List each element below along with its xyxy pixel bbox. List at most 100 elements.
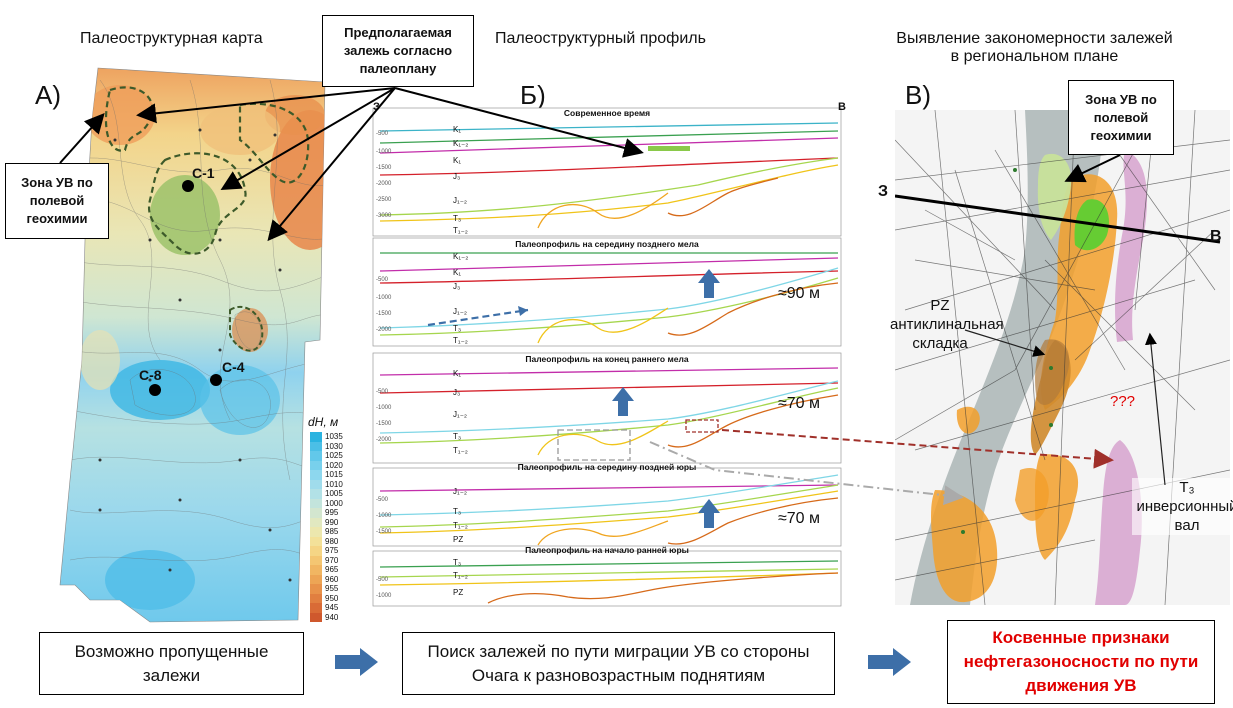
legend-value: 990: [325, 517, 339, 527]
legend-swatch: [310, 441, 322, 451]
legend-row: 1005: [310, 489, 350, 499]
map-well-markers: [98, 128, 292, 582]
well-c4-marker: [210, 374, 222, 386]
zone-left-l1: Зона УВ по: [21, 175, 93, 190]
missed-deposits-box: Возможно пропущенные залежи: [39, 632, 304, 695]
svg-text:-500: -500: [376, 131, 389, 137]
svg-text:-1500: -1500: [376, 421, 392, 427]
regional-wells: [961, 168, 1053, 534]
zone-right-l1: Зона УВ по: [1085, 91, 1157, 107]
legend-value: 940: [325, 612, 339, 622]
legend-value: 965: [325, 565, 339, 575]
p5-layer-0: T₃: [453, 558, 462, 567]
uplift-arrow-1: [698, 269, 720, 298]
legend-row: 950: [310, 593, 350, 603]
legend-swatch: [310, 555, 322, 565]
legend-value: 975: [325, 546, 339, 556]
p2-layer-4: T₃: [453, 324, 462, 333]
legend-swatch: [310, 517, 322, 527]
well-c8-label: С-8: [139, 367, 162, 383]
p2-layer-3: J₁₋₂: [453, 307, 468, 316]
t3-inversion-ridge-south: [1095, 440, 1142, 605]
legend-row: 970: [310, 555, 350, 565]
legend-row: 1020: [310, 460, 350, 470]
legend-value: 1020: [325, 460, 343, 470]
uplift-arrow-2: [612, 387, 634, 416]
p2-uplift-note: ≈90 м: [778, 285, 821, 302]
p3-uplift-note: ≈70 м: [778, 395, 821, 412]
legend-value: 1025: [325, 451, 343, 461]
legend-swatch: [310, 432, 322, 442]
legend-value: 1015: [325, 470, 343, 480]
regional-z: З: [878, 183, 889, 200]
svg-text:-2000: -2000: [376, 181, 392, 187]
p3-layer-0: K₁: [453, 369, 462, 378]
legend-swatch: [310, 546, 322, 556]
legend-row: 940: [310, 612, 350, 622]
pz-label-l2: антиклинальная: [890, 316, 1004, 333]
svg-text:-1500: -1500: [376, 311, 392, 317]
profile-5-title: Палеопрофиль на начало ранней юры: [525, 545, 689, 555]
legend-row: 960: [310, 574, 350, 584]
pz-label-l3: складка: [912, 335, 968, 352]
legend-row: 965: [310, 565, 350, 575]
well-c1-label: С-1: [192, 165, 215, 181]
p2-layer-0: K₁₋₂: [453, 252, 469, 261]
legend-value: 985: [325, 527, 339, 537]
legend-value: 970: [325, 555, 339, 565]
map-header: Палеоструктурная карта: [80, 30, 263, 47]
geochem-zone-callout-left: Зона УВ по полевой геохимии: [5, 163, 109, 239]
legend-swatch: [310, 460, 322, 470]
migration-search-box: Поиск залежей по пути миграции УВ со сто…: [402, 632, 835, 695]
flow-arrow-1: [335, 648, 378, 676]
legend-swatch: [310, 479, 322, 489]
legend-row: 1015: [310, 470, 350, 480]
legend-row: 1030: [310, 441, 350, 451]
p1-layer-1: K₁₋₂: [453, 139, 469, 148]
t3-label-l2: инверсионный: [1136, 498, 1233, 515]
zone-left-l3: геохимии: [26, 211, 88, 226]
legend-value: 1035: [325, 432, 343, 442]
well-c4-label: С-4: [222, 359, 245, 375]
legend-swatch: [310, 574, 322, 584]
legend-row: 955: [310, 584, 350, 594]
p1-layer-0: K₁: [453, 125, 462, 134]
supposed-l2: залежь согласно: [343, 43, 453, 58]
svg-text:-3000: -3000: [376, 213, 392, 219]
legend-swatch: [310, 565, 322, 575]
legend-row: 1025: [310, 451, 350, 461]
legend-row: 945: [310, 603, 350, 613]
profile-edge-v: В: [838, 101, 846, 113]
p3-layer-2: J₁₋₂: [453, 410, 468, 419]
zone-right-l3: геохимии: [1090, 127, 1152, 143]
pz-label-l1: PZ: [930, 297, 950, 314]
label-a: А): [35, 80, 61, 110]
indirect-signs-box: Косвенные признаки нефтегазоносности по …: [947, 620, 1215, 704]
legend-row: 975: [310, 546, 350, 556]
svg-text:-1000: -1000: [376, 295, 392, 301]
legend-swatch: [310, 470, 322, 480]
legend-swatch: [310, 584, 322, 594]
legend-swatch: [310, 612, 322, 622]
p3-layer-3: T₃: [453, 432, 462, 441]
svg-text:-1500: -1500: [376, 529, 392, 535]
svg-text:-2000: -2000: [376, 327, 392, 333]
zone-left-l2: полевой: [29, 193, 85, 208]
legend-value: 950: [325, 593, 339, 603]
zone-right-l2: полевой: [1093, 109, 1149, 125]
legend-swatch: [310, 498, 322, 508]
t3-label: T₃ инверсионный вал: [1132, 478, 1233, 535]
regional-header-line2: в региональном плане: [950, 48, 1119, 65]
pz-label: PZ антиклинальная складка: [890, 296, 1004, 353]
legend-swatch: [310, 508, 322, 518]
legend-swatch: [310, 489, 322, 499]
legend-swatch: [310, 536, 322, 546]
legend-value: 955: [325, 584, 339, 594]
legend-row: 995: [310, 508, 350, 518]
legend-value: 1010: [325, 479, 343, 489]
unknown-marker: ???: [1110, 393, 1136, 410]
p4-layer-2: T₁₋₂: [453, 521, 468, 530]
geochem-zone-callout-right: Зона УВ по полевой геохимии: [1068, 80, 1174, 155]
legend-swatch: [310, 527, 322, 537]
p1-layer-2: K₁: [453, 156, 462, 165]
